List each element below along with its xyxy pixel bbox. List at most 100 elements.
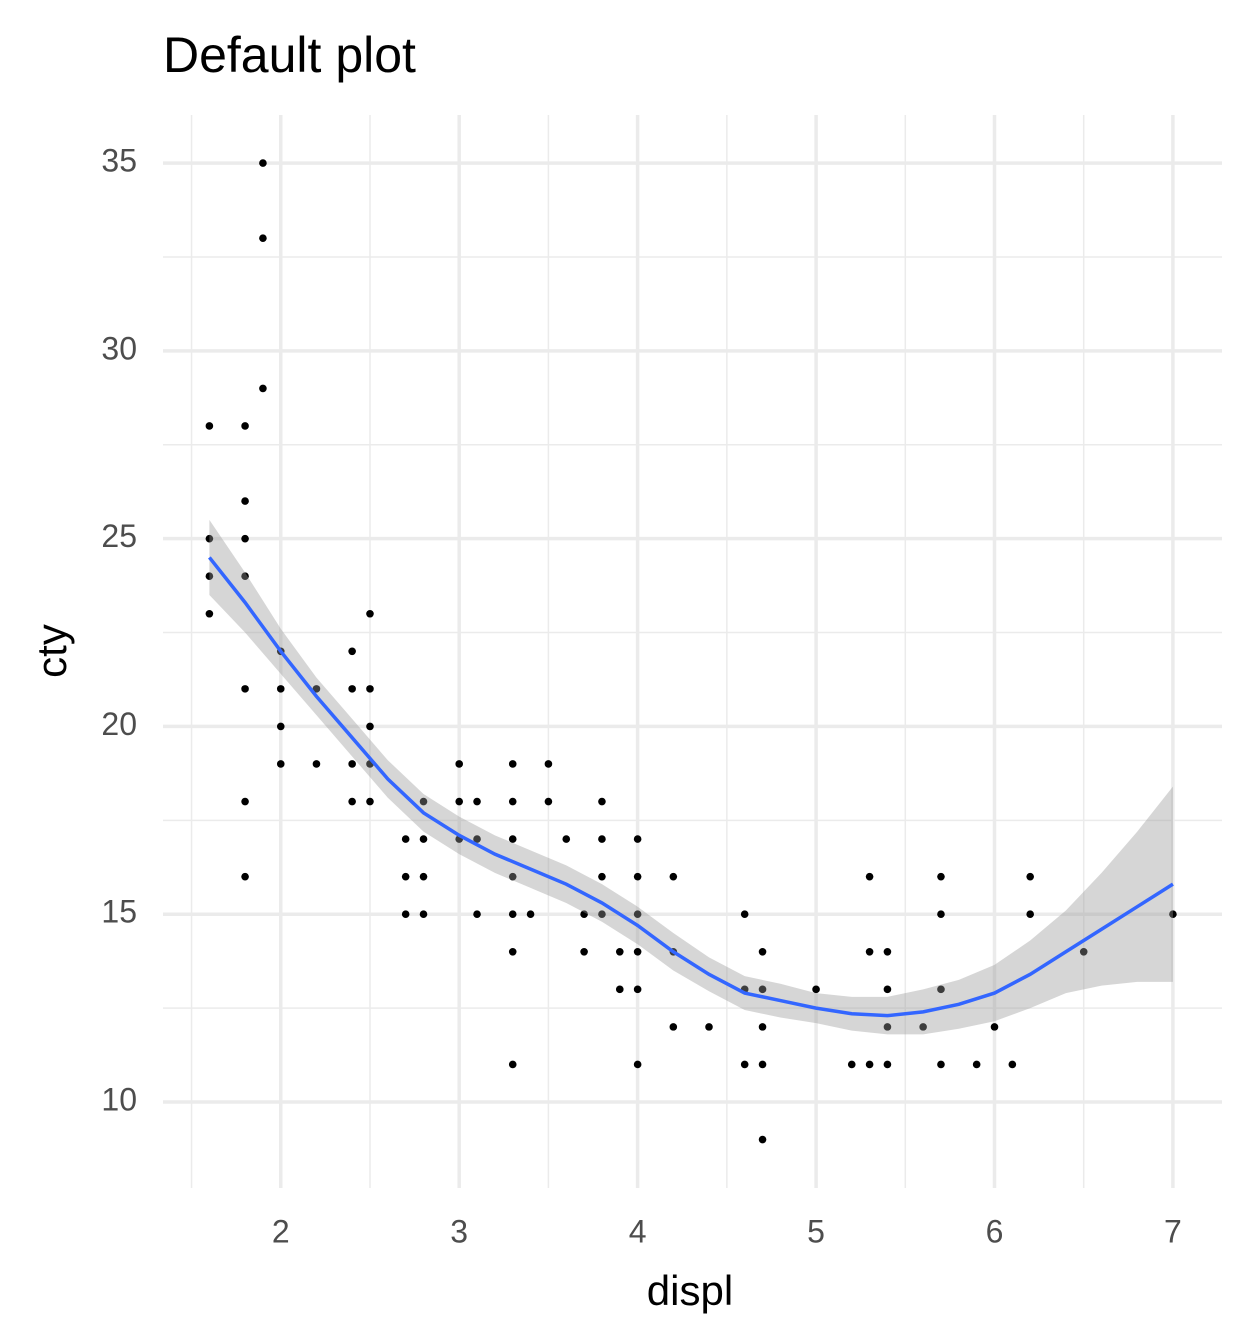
point	[1079, 947, 1088, 956]
x-tick-label: 4	[629, 1213, 647, 1249]
point	[758, 985, 767, 994]
point	[865, 872, 874, 881]
point	[241, 872, 249, 881]
point	[508, 947, 517, 956]
point	[598, 835, 606, 843]
point	[758, 1060, 767, 1069]
point	[758, 1135, 767, 1144]
point	[455, 797, 463, 806]
y-tick-label: 10	[101, 1081, 137, 1117]
point	[937, 1060, 945, 1069]
point	[865, 1060, 874, 1069]
point	[758, 947, 767, 956]
point	[276, 760, 285, 768]
point	[348, 685, 356, 693]
point	[366, 797, 374, 806]
point	[633, 947, 642, 956]
point	[883, 1023, 892, 1031]
point	[919, 1023, 927, 1031]
point	[883, 947, 892, 956]
point	[937, 872, 945, 881]
point	[669, 1023, 678, 1031]
point	[669, 872, 678, 881]
point	[544, 760, 553, 768]
point	[937, 985, 945, 994]
point	[990, 1023, 999, 1031]
point	[419, 797, 428, 806]
point	[508, 1060, 517, 1069]
point	[508, 872, 517, 881]
point	[633, 910, 642, 919]
point	[580, 910, 588, 919]
point	[847, 1060, 856, 1069]
point	[401, 872, 410, 881]
point	[312, 760, 321, 768]
x-tick-label: 7	[1164, 1213, 1182, 1249]
point	[972, 1060, 981, 1069]
point	[348, 797, 356, 806]
y-tick-label: 35	[101, 143, 137, 179]
plot-area	[205, 159, 1177, 1144]
point	[883, 1060, 892, 1069]
point	[883, 985, 892, 994]
point	[1169, 910, 1177, 919]
point	[419, 835, 428, 843]
point	[401, 835, 410, 843]
point	[1026, 872, 1034, 881]
point	[205, 609, 214, 618]
point	[241, 572, 249, 580]
point	[633, 985, 642, 994]
y-tick-label: 30	[101, 330, 137, 366]
point	[259, 159, 267, 167]
point	[259, 234, 267, 242]
point	[455, 760, 463, 768]
point	[276, 685, 285, 693]
point	[508, 910, 517, 919]
point	[633, 1060, 642, 1069]
point	[544, 797, 553, 806]
confidence-band	[209, 519, 1173, 1035]
grid	[163, 115, 1222, 1188]
point	[241, 797, 249, 806]
point	[419, 872, 428, 881]
point	[473, 835, 481, 843]
point	[598, 910, 606, 919]
x-tick-label: 6	[986, 1213, 1004, 1249]
point	[1026, 910, 1034, 919]
x-tick-label: 3	[450, 1213, 468, 1249]
chart-title: Default plot	[163, 27, 416, 83]
point	[865, 947, 874, 956]
point	[508, 760, 517, 768]
point	[758, 1023, 767, 1031]
point	[205, 534, 214, 543]
point	[598, 872, 606, 881]
point	[259, 384, 267, 393]
point	[526, 910, 535, 919]
point	[740, 910, 749, 919]
x-tick-label: 2	[272, 1213, 290, 1249]
point	[705, 1023, 713, 1031]
point	[473, 797, 481, 806]
point	[740, 1060, 749, 1069]
smooth-line	[208, 556, 1174, 1018]
point	[366, 722, 374, 731]
point	[366, 685, 374, 693]
point	[633, 835, 642, 843]
y-tick-label: 20	[101, 706, 137, 742]
y-tick-label: 15	[101, 894, 137, 930]
point	[508, 797, 517, 806]
point	[580, 947, 588, 956]
point	[508, 835, 517, 843]
point	[598, 797, 606, 806]
point	[241, 497, 249, 505]
point	[205, 572, 214, 580]
point	[812, 985, 820, 994]
point	[366, 609, 374, 618]
point	[937, 910, 945, 919]
point	[615, 985, 624, 994]
y-tick-label: 25	[101, 518, 137, 554]
point	[419, 910, 428, 919]
point	[401, 910, 410, 919]
point	[473, 910, 481, 919]
point	[633, 872, 642, 881]
